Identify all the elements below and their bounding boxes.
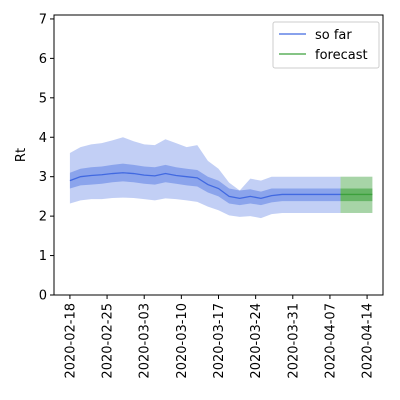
x-tick-label: 2020-03-31 [286, 303, 301, 379]
legend-label-forecast: forecast [315, 48, 368, 63]
y-axis-label: Rt [14, 148, 29, 162]
x-tick-label: 2020-03-03 [138, 303, 153, 379]
legend: so far forecast [272, 21, 380, 69]
axes: 0 1 2 3 4 5 6 7 2020-02-18 2020-02-25 2020-03-03 20… [39, 12, 384, 379]
x-tick-label: 2020-02-25 [101, 303, 116, 379]
x-tick-label: 2020-04-14 [361, 303, 376, 379]
y-tick-label: 2 [39, 210, 47, 225]
y-tick-label: 5 [39, 91, 47, 106]
x-tick-label: 2020-04-07 [323, 303, 338, 379]
y-tick-label: 1 [39, 249, 47, 264]
plot-area [69, 137, 373, 219]
y-tick-label: 0 [39, 289, 47, 304]
y-tick-label: 3 [39, 170, 47, 185]
x-tick-label: 2020-03-17 [212, 303, 227, 379]
x-tick-label: 2020-02-18 [63, 303, 78, 379]
so-far-outer-band [69, 137, 341, 219]
y-tick-label: 7 [39, 12, 47, 27]
y-tick-label: 6 [39, 52, 47, 67]
so-far-series-line [69, 172, 341, 200]
legend-label-so-far: so far [315, 28, 352, 43]
y-tick-label: 4 [39, 131, 47, 146]
x-tick-label: 2020-03-10 [175, 303, 190, 379]
x-tick-label: 2020-03-24 [249, 303, 264, 379]
